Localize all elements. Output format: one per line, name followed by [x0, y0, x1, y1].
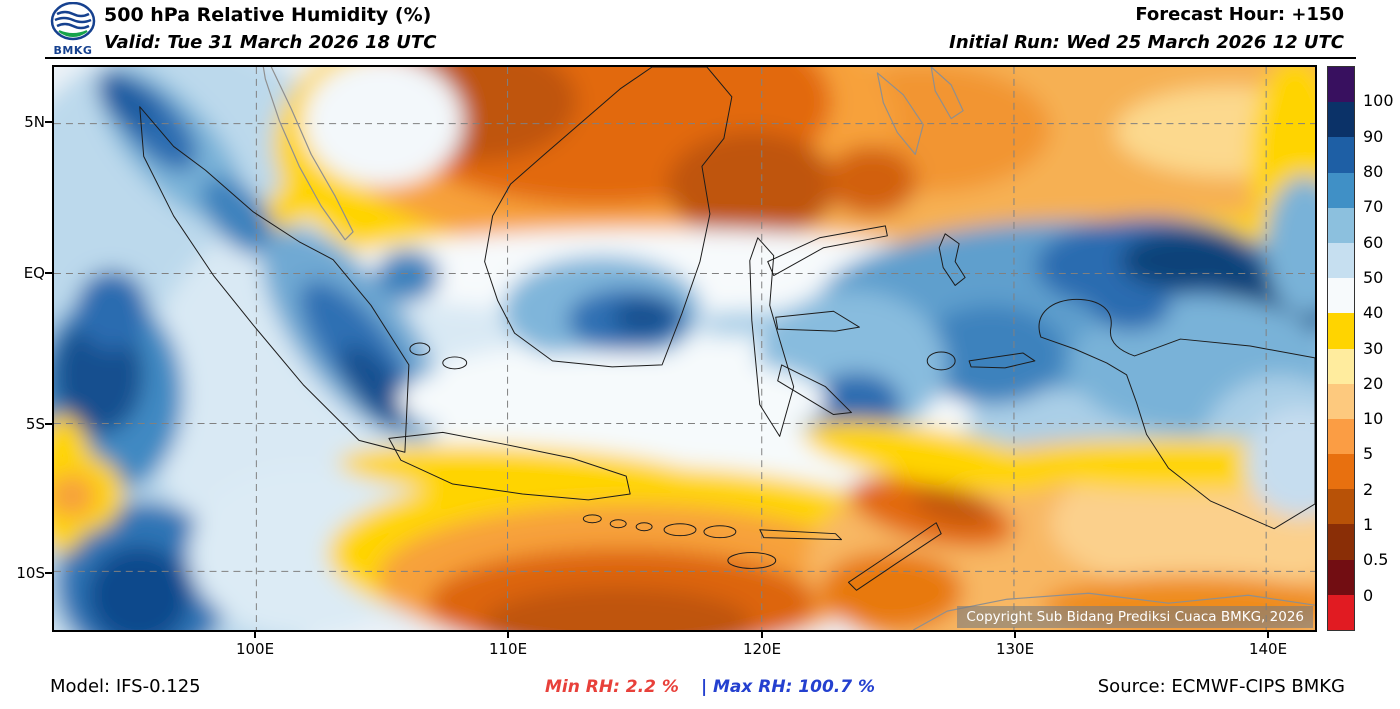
header-divider [45, 57, 1356, 59]
colorbar-segment [1328, 102, 1354, 138]
y-axis-tick-label: 10S [16, 564, 45, 582]
initial-run: Initial Run: Wed 25 March 2026 12 UTC [949, 32, 1344, 53]
map-frame: Copyright Sub Bidang Prediksi Cuaca BMKG… [52, 65, 1317, 632]
colorbar-tick-label: 0.5 [1363, 550, 1389, 570]
colorbar-segment [1328, 383, 1354, 419]
x-axis-tick-mark [254, 632, 256, 638]
colorbar-segment [1328, 489, 1354, 525]
colorbar-segment [1328, 348, 1354, 384]
coastlines-layer [139, 67, 1315, 591]
colorbar-tick-label: 0 [1363, 585, 1374, 605]
colorbar-tick-label: 90 [1363, 126, 1384, 146]
colorbar-segment [1328, 524, 1354, 560]
colorbar-tick-label: 50 [1363, 267, 1384, 287]
x-axis-tick-mark [1014, 632, 1016, 638]
model-label: Model: IFS-0.125 [50, 676, 201, 697]
x-axis-tick-label: 140E [1248, 640, 1288, 658]
humidity-map-svg [54, 67, 1315, 630]
colorbar-tick-label: 2 [1363, 479, 1374, 499]
copyright-overlay: Copyright Sub Bidang Prediksi Cuaca BMKG… [957, 606, 1313, 628]
bmkg-logo-label: BMKG [53, 44, 93, 57]
colorbar-segment [1328, 454, 1354, 490]
colorbar-segment [1328, 67, 1354, 103]
y-axis-tick-mark [45, 423, 52, 425]
x-axis-tick-label: 100E [235, 640, 275, 658]
source-label: Source: ECMWF-CIPS BMKG [1097, 676, 1345, 697]
y-axis-tick-label: 5S [25, 415, 45, 433]
colorbar-segment [1328, 594, 1354, 630]
colorbar-tick-label: 1 [1363, 515, 1374, 535]
colorbar-segment [1328, 559, 1354, 595]
y-axis-tick-label: 5N [24, 113, 45, 131]
forecast-hour: Forecast Hour: +150 [1135, 4, 1344, 25]
x-axis-tick-label: 120E [742, 640, 782, 658]
colorbar-segment [1328, 242, 1354, 279]
page-title: 500 hPa Relative Humidity (%) [104, 4, 432, 26]
y-axis-tick-mark [45, 272, 52, 274]
colorbar-labels: 100 90 80 70 60 50 40 30 20 10 5 2 1 0.5 0 [1363, 66, 1400, 631]
minmax-separator: | [701, 677, 708, 697]
colorbar-tick-label: 40 [1363, 303, 1384, 323]
max-rh-label: Max RH: 100.7 % [713, 677, 876, 697]
bmkg-logo-icon [50, 1, 96, 41]
bmkg-logo: BMKG [46, 1, 100, 57]
colorbar-segment [1328, 278, 1354, 314]
x-axis-tick-label: 130E [995, 640, 1035, 658]
colorbar-tick-label: 30 [1363, 338, 1384, 358]
y-axis-tick-mark [45, 121, 52, 123]
y-axis-tick-mark [45, 572, 52, 574]
colorbar-tick-label: 80 [1363, 161, 1384, 181]
colorbar-tick-label: 60 [1363, 232, 1384, 252]
rh-field-layer [54, 67, 1315, 630]
min-rh-label: Min RH: 2.2 % [545, 677, 679, 697]
x-axis-tick-mark [507, 632, 509, 638]
valid-time: Valid: Tue 31 March 2026 18 UTC [104, 32, 437, 53]
foreign-coastlines-layer [262, 67, 1315, 630]
colorbar-tick-label: 100 [1363, 91, 1394, 111]
x-axis-tick-mark [761, 632, 763, 638]
colorbar-segment [1328, 207, 1354, 243]
colorbar-segment [1328, 172, 1354, 208]
colorbar-tick-label: 5 [1363, 444, 1374, 464]
colorbar-tick-label: 70 [1363, 197, 1384, 217]
colorbar-segment [1328, 418, 1354, 455]
x-axis-tick-label: 110E [488, 640, 528, 658]
colorbar-tick-label: 10 [1363, 409, 1384, 429]
gridlines-layer [54, 67, 1315, 630]
colorbar-segment [1328, 137, 1354, 173]
y-axis-tick-label: EQ [23, 264, 45, 282]
colorbar [1327, 66, 1355, 631]
colorbar-segment [1328, 313, 1354, 349]
colorbar-tick-label: 20 [1363, 373, 1384, 393]
x-axis-tick-mark [1267, 632, 1269, 638]
